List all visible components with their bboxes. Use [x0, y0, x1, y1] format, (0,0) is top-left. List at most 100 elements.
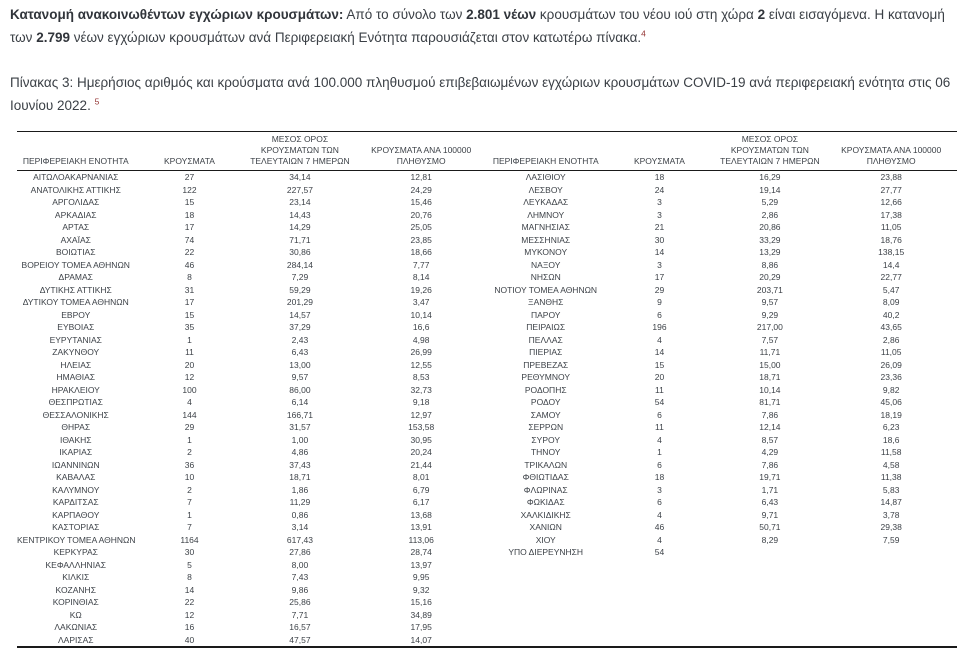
intro-text-2: κρουσμάτων του νέου ιού στη χώρα	[536, 7, 758, 22]
table-row: ΘΗΡΑΣ 29 31,57 153,58 ΣΕΡΡΩΝ 11 12,14 6,23	[17, 421, 957, 434]
cases-cell: 20	[184, 359, 195, 370]
avg7-cell: 4,29	[761, 447, 779, 457]
cases-cell: 3	[657, 484, 662, 495]
cases-cell: 11	[655, 384, 664, 395]
avg7-cell	[714, 559, 825, 572]
per100k-cell: 27,77	[880, 184, 902, 195]
cases-cell: 2	[187, 447, 192, 457]
region-cell: ΦΘΙΩΤΙΔΑΣ	[522, 472, 569, 482]
cases-cell: 4	[657, 509, 662, 520]
avg7-cell: 12,14	[759, 422, 781, 432]
per100k-cell: 3,78	[882, 509, 900, 520]
avg7-cell	[714, 621, 825, 634]
intro-bold-imported: 2	[757, 7, 766, 22]
region-cell	[487, 634, 605, 648]
cases-cell: 10	[184, 472, 195, 482]
avg7-cell: 7,86	[761, 459, 779, 470]
avg7-cell	[714, 596, 825, 609]
per100k-cell: 138,15	[878, 247, 905, 257]
region-cell: ΠΙΕΡΙΑΣ	[529, 347, 563, 357]
intro-bold-total: 2.801 νέων	[466, 7, 537, 22]
region-cell: ΚΑΛΥΜΝΟΥ	[52, 484, 100, 495]
region-cell: ΡΕΘΥΜΝΟΥ	[521, 372, 570, 382]
intro-bold-domestic: 2.799	[36, 30, 70, 45]
cases-cell: 6	[657, 459, 662, 470]
region-cell: ΚΕΡΚΥΡΑΣ	[53, 547, 98, 557]
intro-bold-lead: Κατανομή ανακοινωθέντων εγχώριων κρουσμά…	[10, 7, 344, 22]
cases-cell: 18	[184, 209, 195, 220]
region-cell: ΒΟΙΩΤΙΑΣ	[56, 247, 96, 257]
per100k-cell: 18,19	[880, 409, 902, 420]
table-row: ΑΡΚΑΔΙΑΣ 18 14,43 20,76 ΛΗΜΝΟΥ 3 2,86 17,38	[17, 209, 957, 222]
cases-cell: 14	[654, 347, 665, 357]
table-row: ΚΑΣΤΟΡΙΑΣ 7 3,14 13,91 ΧΑΝΙΩΝ 46 50,71 29,38	[17, 521, 957, 534]
cases-cell: 8	[187, 572, 192, 582]
avg7-cell: 1,86	[291, 484, 309, 495]
table-row: ΘΕΣΠΡΩΤΙΑΣ 4 6,14 9,18 ΡΟΔΟΥ 54 81,71 45,06	[17, 396, 957, 409]
avg7-cell: 9,57	[291, 372, 309, 382]
cases-cell: 74	[184, 234, 195, 245]
avg7-cell: 9,86	[291, 584, 309, 595]
per100k-cell: 16,6	[412, 322, 430, 332]
avg7-cell: 8,00	[291, 559, 309, 570]
cases-cell: 4	[187, 397, 192, 407]
table-caption-text: Πίνακας 3: Ημερήσιος αριθμός και κρούσμα…	[10, 75, 951, 113]
avg7-cell: 27,86	[289, 547, 311, 557]
avg7-cell: 20,86	[759, 222, 781, 232]
per100k-cell: 26,99	[410, 347, 432, 357]
region-cell: ΠΕΛΛΑΣ	[528, 334, 563, 345]
cases-cell: 196	[652, 322, 667, 332]
cases-cell: 100	[182, 384, 197, 395]
table-row: ΚΑΛΥΜΝΟΥ 2 1,86 6,79 ΦΛΩΡΙΝΑΣ 3 1,71 5,83	[17, 484, 957, 497]
per100k-cell: 18,6	[882, 434, 900, 445]
region-cell: ΗΡΑΚΛΕΙΟΥ	[51, 384, 100, 395]
region-cell	[487, 571, 605, 584]
region-cell	[487, 596, 605, 609]
cases-cell: 4	[657, 534, 662, 545]
per100k-cell: 20,24	[410, 447, 432, 457]
cases-cell: 8	[187, 272, 192, 282]
cases-cell: 4	[657, 334, 662, 345]
region-cell: ΒΟΡΕΙΟΥ ΤΟΜΕΑ ΑΘΗΝΩΝ	[21, 259, 130, 270]
cases-cell: 29	[654, 284, 665, 295]
cases-cell: 144	[182, 409, 197, 420]
cases-cell: 7	[187, 497, 192, 507]
avg7-cell: 16,57	[289, 622, 311, 632]
region-cell	[487, 584, 605, 597]
region-cell: ΚΑΣΤΟΡΙΑΣ	[52, 522, 100, 532]
per100k-cell: 10,14	[410, 309, 432, 320]
region-cell: ΑΝΑΤΟΛΙΚΗΣ ΑΤΤΙΚΗΣ	[30, 184, 121, 195]
avg7-cell: 7,29	[291, 272, 309, 282]
avg7-cell: 13,29	[759, 247, 781, 257]
per100k-cell: 14,87	[880, 497, 902, 507]
per100k-cell: 8,53	[412, 372, 430, 382]
table-row: ΑΧΑΪΑΣ 74 71,71 23,85 ΜΕΣΣΗΝΙΑΣ 30 33,29 18,76	[17, 234, 957, 247]
cases-cell: 17	[654, 272, 665, 282]
table-row: ΚΕΡΚΥΡΑΣ 30 27,86 28,74 ΥΠΟ ΔΙΕΡΕΥΝΗΣΗ 54	[17, 546, 957, 559]
per100k-cell: 25,05	[410, 222, 432, 232]
table-header-row: ΠΕΡΙΦΕΡΕΙΑΚΗ ΕΝΟΤΗΤΑ ΚΡΟΥΣΜΑΤΑ ΜΕΣΟΣ ΟΡΟ…	[17, 131, 957, 171]
per100k-cell: 24,29	[410, 184, 432, 195]
cases-cell: 18	[654, 472, 665, 482]
region-cell: ΚΟΡΙΝΘΙΑΣ	[52, 597, 99, 607]
region-cell: ΙΘΑΚΗΣ	[59, 434, 92, 445]
cases-cell: 24	[654, 184, 665, 195]
cases-cell: 3	[657, 259, 662, 270]
table-row: ΔΥΤΙΚΗΣ ΑΤΤΙΚΗΣ 31 59,29 19,26 ΝΟΤΙΟΥ ΤΟΜΕΑ …	[17, 284, 957, 297]
table-row: ΚΟΡΙΝΘΙΑΣ 22 25,86 15,16	[17, 596, 957, 609]
per100k-cell: 22,77	[880, 272, 902, 282]
per100k-cell: 43,65	[880, 322, 902, 332]
cases-cell: 11	[655, 422, 664, 432]
avg7-cell: 6,43	[291, 347, 309, 357]
avg7-cell: 8,29	[761, 534, 779, 545]
per100k-cell: 20,76	[410, 209, 432, 220]
per100k-cell: 14,07	[410, 634, 432, 645]
avg7-cell	[714, 609, 825, 622]
avg7-cell: 2,43	[291, 334, 309, 345]
avg7-cell: 5,29	[761, 197, 779, 207]
region-cell: ΠΡΕΒΕΖΑΣ	[523, 359, 569, 370]
table-caption: Πίνακας 3: Ημερήσιος αριθμός και κρούσμα…	[10, 71, 958, 117]
cases-cell: 6	[657, 497, 662, 507]
table-row: ΘΕΣΣΑΛΟΝΙΚΗΣ 144 166,71 12,97 ΣΑΜΟΥ 6 7,86 18,1…	[17, 409, 957, 422]
cases-cell	[604, 571, 714, 584]
